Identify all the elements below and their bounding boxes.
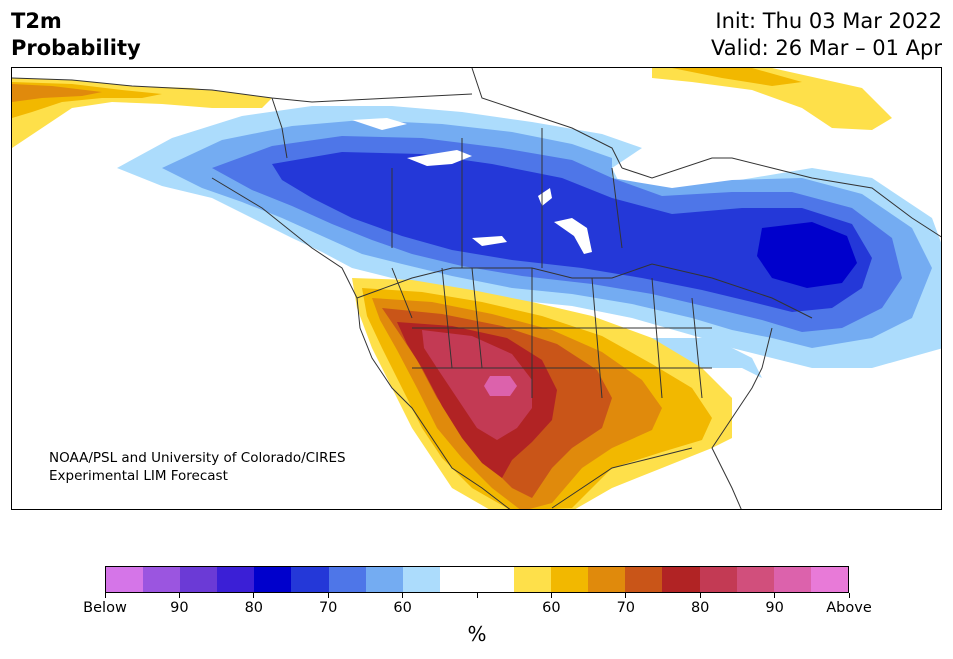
colorbar-tick-mark (625, 593, 627, 598)
colorbar-tick-mark (327, 593, 329, 598)
colorbar-cell (736, 567, 774, 592)
colorbar-cell (588, 567, 626, 592)
colorbar-tick-label: Above (826, 600, 872, 616)
colorbar-tick-mark (550, 593, 552, 598)
colorbar-cell (217, 567, 255, 592)
valid-range: Valid: 26 Mar – 01 Apr (711, 36, 942, 60)
colorbar-cell (143, 567, 181, 592)
quantity-label: Probability (11, 36, 141, 60)
colorbar-tick-label: 80 (244, 600, 264, 616)
colorbar-tick-mark (402, 593, 404, 598)
colorbar-tick-label: 60 (393, 600, 412, 616)
cold-region (117, 106, 941, 378)
colorbar-cell (662, 567, 700, 592)
colorbar-cell (180, 567, 218, 592)
colorbar-cell (402, 567, 440, 592)
lakes (352, 118, 592, 254)
arctic-warm-region (12, 68, 892, 148)
map-title: T2m Probability (11, 8, 141, 62)
credit-line-2: Experimental LIM Forecast (49, 468, 228, 484)
colorbar-tick-label: 70 (318, 600, 338, 616)
colorbar-cell (773, 567, 811, 592)
colorbar-tick-mark (699, 593, 701, 598)
colorbar-cell (106, 567, 144, 592)
credit-line-1: NOAA/PSL and University of Colorado/CIRE… (49, 450, 346, 466)
colorbar-cell (476, 567, 515, 592)
variable-label: T2m (11, 9, 62, 33)
colorbar-tick-label: Below (83, 600, 127, 616)
credit-text: NOAA/PSL and University of Colorado/CIRE… (49, 449, 346, 485)
colorbar-cell (254, 567, 292, 592)
colorbar-tick-label: 90 (765, 600, 784, 616)
colorbar-cell (291, 567, 329, 592)
colorbar-cell (328, 567, 366, 592)
colorbar-tick-label: 60 (542, 600, 561, 616)
boundaries (12, 68, 941, 509)
init-date: Init: Thu 03 Mar 2022 (715, 9, 942, 33)
colorbar-cell (625, 567, 663, 592)
colorbar-cell (365, 567, 403, 592)
colorbar (105, 566, 849, 593)
map-canvas (12, 68, 941, 509)
colorbar-tick-mark (178, 593, 180, 598)
colorbar-cell (514, 567, 552, 592)
colorbar-tick-mark (253, 593, 255, 598)
colorbar-cell (551, 567, 589, 592)
colorbar-cell (439, 567, 477, 592)
colorbar-tick-mark (104, 593, 106, 598)
colorbar-unit: % (467, 622, 487, 646)
colorbar-tick-label: 90 (170, 600, 189, 616)
colorbar-tick-label: 70 (616, 600, 636, 616)
date-info: Init: Thu 03 Mar 2022 Valid: 26 Mar – 01… (711, 8, 942, 62)
colorbar-cell (699, 567, 737, 592)
colorbar-tick-mark (476, 593, 478, 598)
forecast-map (11, 67, 942, 510)
colorbar-tick-mark (774, 593, 776, 598)
colorbar-tick-mark (848, 593, 850, 598)
colorbar-cell (810, 567, 848, 592)
colorbar-tick-label: 80 (690, 600, 710, 616)
